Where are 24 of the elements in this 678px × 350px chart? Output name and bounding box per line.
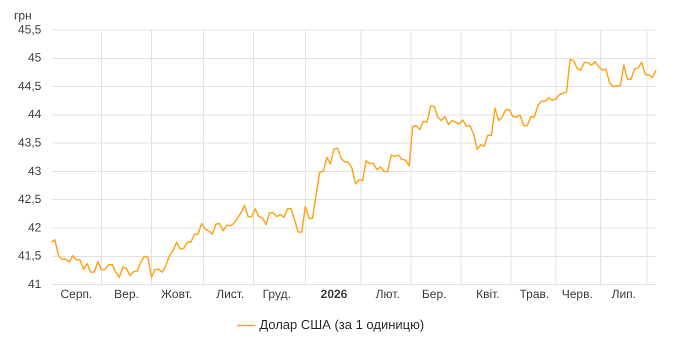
y-axis-title: грн bbox=[14, 8, 32, 22]
x-tick-label: Груд. bbox=[262, 287, 291, 302]
y-tick-label: 45 bbox=[28, 50, 42, 65]
y-tick-label: 42,5 bbox=[18, 192, 42, 206]
y-tick-label: 43,5 bbox=[18, 135, 42, 150]
x-tick-label: Трав. bbox=[519, 287, 550, 302]
y-tick-label: 43 bbox=[28, 164, 42, 178]
x-tick-label: Лип. bbox=[612, 287, 636, 302]
legend-label: Долар США (за 1 одиницю) bbox=[259, 317, 424, 332]
x-tick-label: Бер. bbox=[422, 287, 446, 302]
y-tick-label: 45,5 bbox=[18, 22, 42, 36]
x-tick-label: Жовт. bbox=[160, 287, 192, 302]
y-tick-label: 42 bbox=[28, 220, 42, 234]
y-tick-label: 41 bbox=[28, 276, 42, 291]
x-tick-label: Лют. bbox=[376, 287, 400, 302]
y-tick-label: 44,5 bbox=[18, 78, 42, 93]
y-tick-label: 41,5 bbox=[18, 248, 42, 263]
x-tick-label: Черв. bbox=[562, 287, 593, 302]
x-tick-label: Квіт. bbox=[476, 287, 500, 302]
x-tick-label: Лист. bbox=[216, 287, 244, 302]
x-tick-label: Вер. bbox=[114, 287, 139, 302]
x-tick-label: Серп. bbox=[60, 287, 92, 302]
y-tick-label: 44 bbox=[28, 107, 42, 122]
x-tick-label: 2026 bbox=[320, 287, 348, 302]
